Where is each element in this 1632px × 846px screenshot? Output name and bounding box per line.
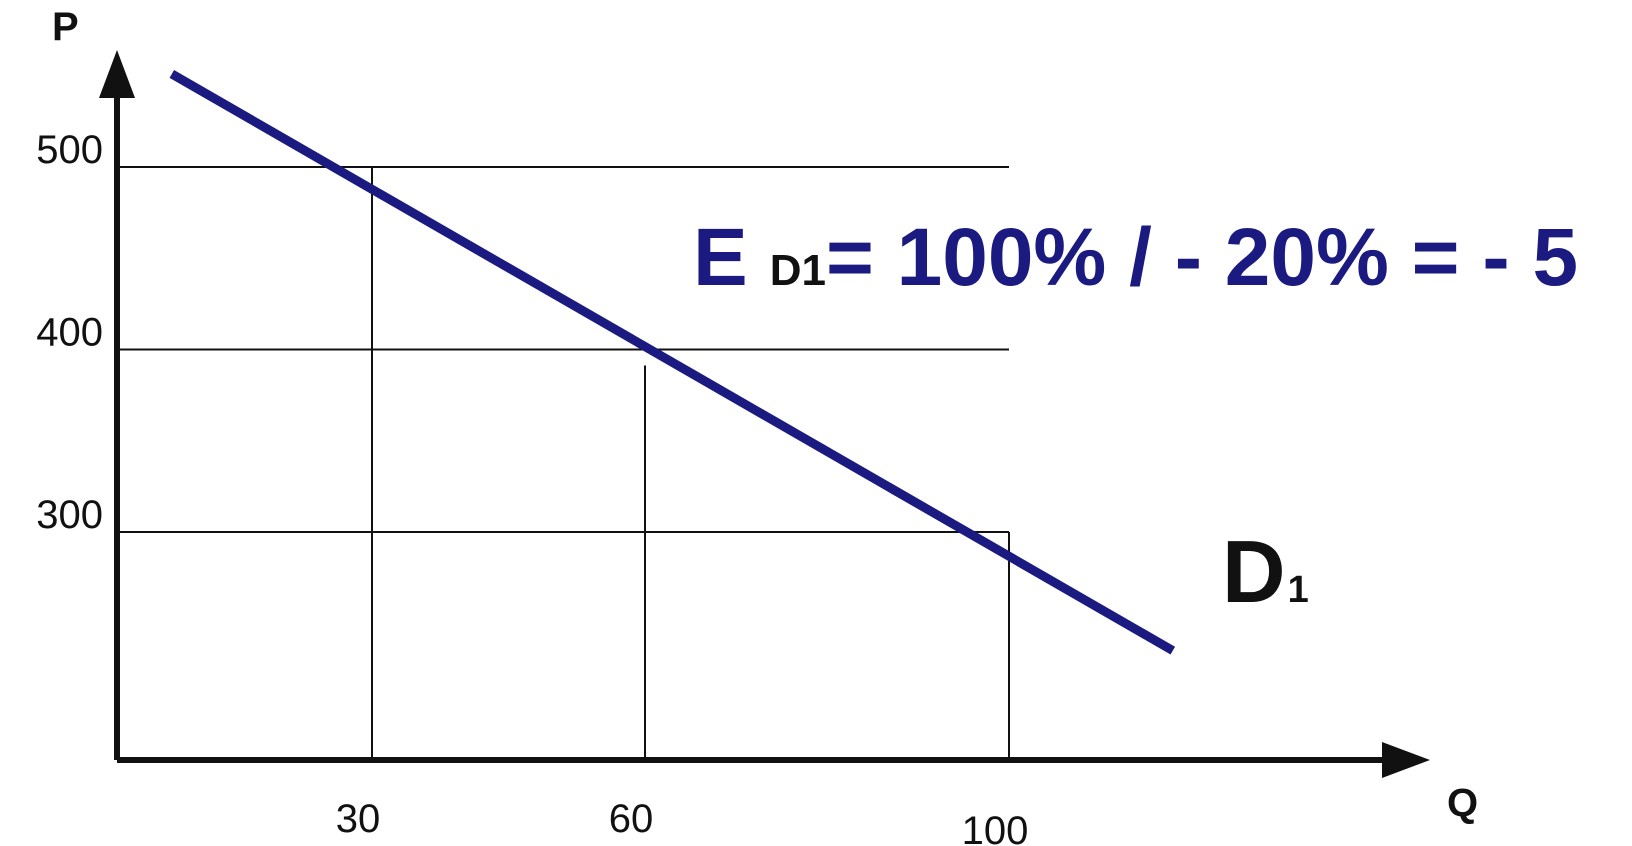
curve-label: D1 — [1222, 522, 1309, 621]
tick-labels: 300 400 500 30 60 100 — [36, 128, 1028, 846]
formula-sub: D1 — [770, 246, 826, 295]
curve-label-main: D — [1222, 522, 1286, 621]
y-axis-arrow — [99, 50, 135, 98]
x-tick-label-60: 60 — [609, 797, 654, 841]
axes — [99, 50, 1430, 778]
curve-label-sub: 1 — [1288, 569, 1309, 611]
y-tick-label-400: 400 — [36, 311, 103, 355]
y-tick-label-500: 500 — [36, 128, 103, 172]
grid-lines — [117, 166, 1010, 760]
x-axis-arrow — [1382, 742, 1430, 778]
demand-curve-D1 — [169, 70, 1176, 655]
x-tick-label-30: 30 — [336, 797, 381, 841]
elasticity-formula: E D1= 100% / - 20% = - 5 — [693, 212, 1578, 303]
x-tick-label-100: 100 — [962, 809, 1029, 846]
y-axis-title: P — [52, 5, 79, 49]
formula-main: E — [693, 212, 748, 303]
formula-rest: = 100% / - 20% = - 5 — [826, 212, 1578, 303]
demand-curves — [169, 70, 1176, 655]
y-tick-label-300: 300 — [36, 493, 103, 537]
x-axis-title: Q — [1447, 781, 1478, 825]
